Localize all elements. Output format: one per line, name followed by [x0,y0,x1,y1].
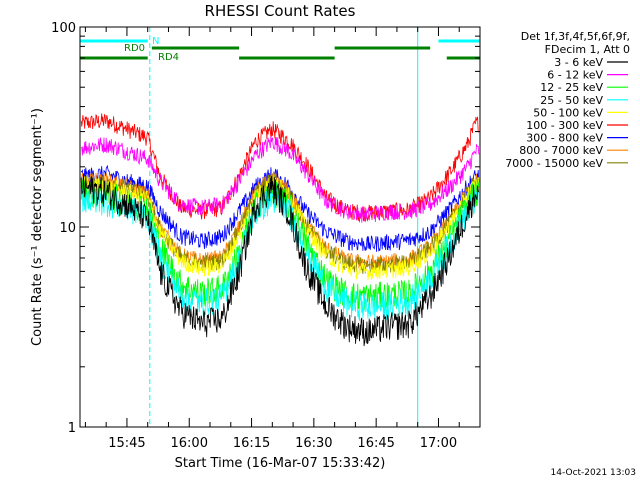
legend-header-line-0: Det 1f,3f,4f,5f,6f,9f, [521,30,630,43]
legend-label-2: 12 - 25 keV [540,81,603,94]
flag-label-rd4: RD4 [158,52,179,63]
x-axis-label: Start Time (16-Mar-07 15:33:42) [175,456,386,471]
x-tick-label-5: 17:00 [420,436,457,451]
x-tick-label-4: 16:45 [357,436,394,451]
y-tick-label-2: 100 [51,21,76,36]
legend-label-3: 25 - 50 keV [540,94,603,107]
series-line-4 [80,174,480,281]
legend-label-8: 7000 - 15000 keV [505,157,603,170]
y-tick-label-0: 1 [68,421,76,436]
legend-label-0: 3 - 6 keV [554,56,603,69]
series-line-5 [80,113,479,222]
legend-label-4: 50 - 100 keV [533,106,603,119]
x-tick-label-2: 16:15 [233,436,270,451]
legend-label-5: 100 - 300 keV [526,119,603,132]
x-tick-label-3: 16:30 [295,436,332,451]
flag-label-rd0: RD0 [124,43,145,54]
flag-label-n: N [152,36,159,47]
chart-title: RHESSI Count Rates [205,2,356,20]
legend-header-line-1: FDecim 1, Att 0 [545,43,630,56]
legend-label-1: 6 - 12 keV [547,69,603,82]
x-tick-label-1: 16:00 [171,436,208,451]
y-tick-label-1: 10 [59,221,76,236]
legend-label-6: 300 - 800 keV [526,132,603,145]
series-line-0 [80,173,480,347]
x-tick-label-0: 15:45 [108,436,145,451]
legend-label-7: 800 - 7000 keV [519,144,603,157]
y-axis-label: Count Rate (s⁻¹ detector segment⁻¹) [30,108,45,346]
series-line-1 [80,135,480,223]
plot-area: N RD0 RD4 [79,27,481,427]
axes: 1 10 100 15:45 16:00 16:15 16:30 16:45 17:00 [51,21,481,451]
series-line-6 [80,164,480,252]
footer-date: 14-Oct-2021 13:03 [551,468,636,478]
legend: Det 1f,3f,4f,5f,6f,9f,FDecim 1, Att 03 -… [505,30,630,170]
